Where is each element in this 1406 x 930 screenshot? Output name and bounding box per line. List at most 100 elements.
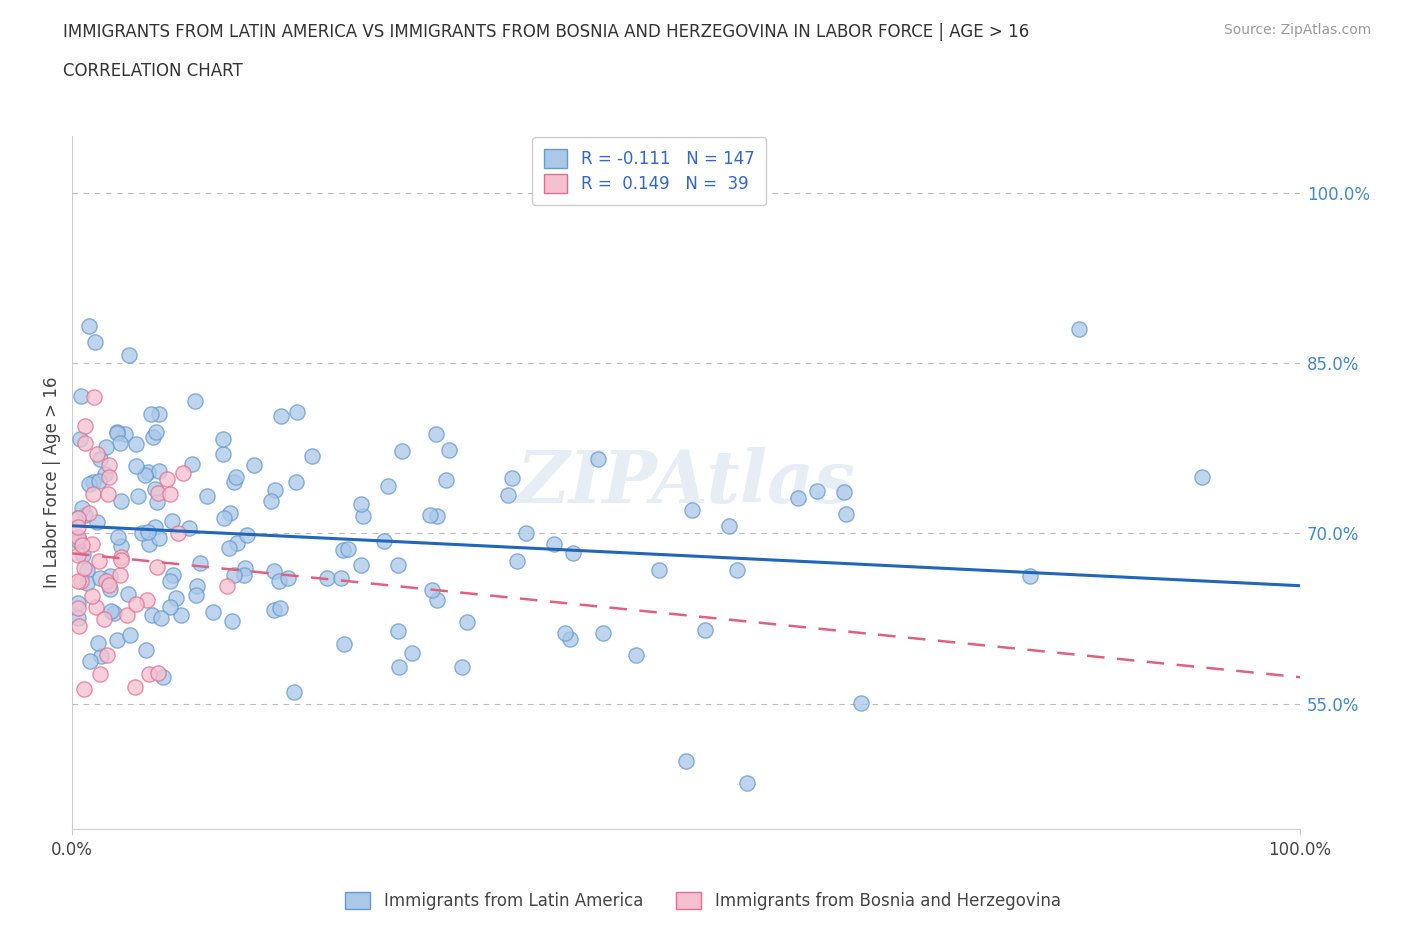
Point — [219, 506, 242, 521]
Point — [94, 467, 117, 482]
Point — [543, 537, 565, 551]
Point — [221, 613, 243, 628]
Point — [124, 680, 146, 695]
Point — [832, 485, 855, 499]
Point — [172, 465, 194, 480]
Point — [420, 582, 443, 597]
Point — [75, 508, 97, 523]
Point — [267, 574, 290, 589]
Point — [86, 515, 108, 530]
Point — [110, 538, 132, 553]
Point — [82, 537, 104, 551]
Point — [284, 475, 307, 490]
Point — [67, 533, 90, 548]
Y-axis label: In Labor Force | Age > 16: In Labor Force | Age > 16 — [44, 377, 60, 588]
Text: IMMIGRANTS FROM LATIN AMERICA VS IMMIGRANTS FROM BOSNIA AND HERZEGOVINA IN LABOR: IMMIGRANTS FROM LATIN AMERICA VS IMMIGRA… — [63, 23, 1029, 41]
Point — [215, 579, 238, 594]
Point — [67, 601, 90, 616]
Point — [125, 437, 148, 452]
Point — [150, 611, 173, 626]
Point — [419, 507, 441, 522]
Point — [451, 659, 474, 674]
Point — [138, 537, 160, 551]
Point — [352, 509, 374, 524]
Point — [1019, 568, 1042, 583]
Point — [263, 602, 285, 617]
Point — [426, 592, 449, 607]
Point — [515, 525, 537, 540]
Point — [143, 520, 166, 535]
Point — [73, 418, 96, 433]
Point — [277, 570, 299, 585]
Point — [159, 574, 181, 589]
Point — [725, 563, 748, 578]
Point — [184, 393, 207, 408]
Point — [195, 488, 218, 503]
Point — [67, 533, 90, 548]
Point — [218, 540, 240, 555]
Point — [184, 587, 207, 602]
Point — [425, 427, 447, 442]
Point — [167, 525, 190, 540]
Point — [148, 530, 170, 545]
Point — [72, 501, 94, 516]
Point — [592, 626, 614, 641]
Point — [136, 525, 159, 539]
Point — [391, 444, 413, 458]
Point — [76, 575, 98, 590]
Point — [624, 648, 647, 663]
Point — [67, 610, 90, 625]
Point — [72, 547, 94, 562]
Point — [377, 479, 399, 494]
Point — [190, 556, 212, 571]
Point — [145, 560, 167, 575]
Point — [70, 574, 93, 589]
Point — [693, 622, 716, 637]
Point — [118, 348, 141, 363]
Point — [849, 696, 872, 711]
Point — [156, 472, 179, 486]
Point — [159, 486, 181, 501]
Point — [401, 645, 423, 660]
Point — [93, 612, 115, 627]
Point — [373, 534, 395, 549]
Point — [110, 494, 132, 509]
Point — [141, 607, 163, 622]
Point — [588, 452, 610, 467]
Point — [114, 427, 136, 442]
Point — [73, 681, 96, 696]
Point — [259, 494, 281, 509]
Point — [69, 432, 91, 446]
Point — [79, 654, 101, 669]
Point — [211, 432, 233, 446]
Point — [80, 589, 103, 604]
Point — [350, 557, 373, 572]
Point — [67, 574, 90, 589]
Point — [212, 511, 235, 525]
Point — [316, 571, 339, 586]
Point — [90, 649, 112, 664]
Point — [94, 440, 117, 455]
Point — [67, 520, 90, 535]
Point — [107, 530, 129, 545]
Point — [270, 408, 292, 423]
Point — [180, 457, 202, 472]
Point — [89, 570, 111, 585]
Point — [387, 624, 409, 639]
Text: CORRELATION CHART: CORRELATION CHART — [63, 62, 243, 80]
Point — [125, 596, 148, 611]
Point — [232, 568, 254, 583]
Point — [225, 535, 247, 550]
Point — [115, 607, 138, 622]
Point — [110, 436, 132, 451]
Point — [87, 635, 110, 650]
Point — [141, 430, 163, 445]
Point — [89, 452, 111, 467]
Point — [118, 628, 141, 643]
Point — [117, 586, 139, 601]
Point — [89, 473, 111, 488]
Point — [681, 503, 703, 518]
Point — [146, 665, 169, 680]
Text: Source: ZipAtlas.com: Source: ZipAtlas.com — [1223, 23, 1371, 37]
Point — [103, 605, 125, 620]
